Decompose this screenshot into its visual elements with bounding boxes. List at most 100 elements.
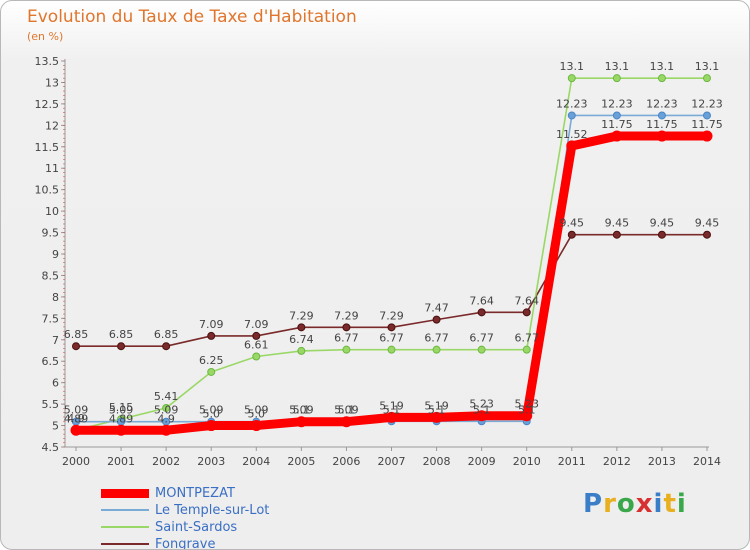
data-point: [207, 331, 216, 340]
data-point: [657, 74, 666, 83]
data-label: 4.9: [67, 412, 85, 425]
data-label: 12.23: [601, 97, 633, 110]
data-label: 6.77: [334, 332, 359, 345]
data-label: 4.9: [157, 412, 175, 425]
data-point: [703, 74, 711, 83]
data-point: [522, 308, 531, 317]
x-tick-label: 2013: [648, 455, 676, 468]
y-tick-label: 7: [52, 334, 59, 347]
data-label: 6.74: [289, 333, 314, 346]
data-label: 5.09: [289, 404, 314, 417]
data-point: [432, 345, 441, 354]
data-point: [207, 367, 216, 376]
y-tick-label: 11.5: [35, 141, 60, 154]
data-label: 5.1: [338, 403, 356, 416]
y-tick-label: 6: [52, 377, 59, 390]
data-point: [70, 424, 82, 436]
data-label: 6.77: [424, 332, 449, 345]
data-label: 5.09: [334, 404, 359, 417]
proxiti-logo: Proxiti: [583, 489, 687, 519]
data-label: 13.1: [560, 60, 585, 73]
data-label: 13.1: [605, 60, 630, 73]
x-tick-label: 2006: [332, 455, 360, 468]
series-saint-sardos: [72, 74, 711, 434]
axes: 4.5 5 5.5 6 6.5 7 7.5 8 8.5 9 9.5 10 10.5 11 11.5 12 12.…: [35, 55, 722, 468]
data-point: [612, 74, 621, 83]
y-tick-label: 9: [52, 248, 59, 261]
data-point: [162, 403, 171, 412]
data-label: 6.61: [244, 339, 269, 352]
legend-swatch: [101, 488, 149, 498]
x-tick-label: 2001: [107, 455, 135, 468]
data-point: [567, 111, 576, 120]
logo-letter: r: [603, 489, 617, 519]
y-tick-label: 7.5: [42, 312, 60, 325]
x-tick-label: 2000: [62, 455, 90, 468]
data-point: [297, 346, 306, 355]
data-point: [117, 342, 126, 351]
legend-label: MONTPEZAT: [155, 486, 235, 501]
data-point: [476, 410, 488, 422]
data-label: 7.29: [289, 309, 314, 322]
x-tick-label: 2004: [242, 455, 270, 468]
data-label: 5.41: [154, 390, 179, 403]
data-label: 7.29: [379, 309, 404, 322]
data-label: 5.1: [518, 403, 536, 416]
y-tick-label: 8: [52, 291, 59, 304]
data-point: [340, 416, 352, 428]
data-point: [252, 352, 261, 361]
data-label: 5.09: [199, 404, 224, 417]
data-label: 5.19: [424, 399, 449, 412]
data-point: [477, 345, 486, 354]
data-point: [612, 111, 621, 120]
data-point: [701, 130, 713, 142]
data-point: [567, 230, 576, 239]
series-le-temple-sur-lot: [72, 111, 711, 426]
data-label: 13.1: [695, 60, 720, 73]
data-label: 11.75: [691, 118, 723, 131]
unit-label: (en %): [27, 30, 64, 43]
data-label: 13.1: [650, 60, 675, 73]
data-label: 7.64: [514, 294, 539, 307]
series-montpezat: [70, 130, 713, 436]
series-line: [76, 114, 707, 423]
data-label: 9.45: [560, 217, 585, 230]
y-tick-label: 11: [45, 162, 59, 175]
data-point: [386, 411, 397, 423]
legend-label: Le Temple-sur-Lot: [155, 503, 270, 518]
legend-label: Saint-Sardos: [155, 520, 238, 535]
legend-swatch: [101, 543, 149, 545]
y-tick-label: 5: [52, 420, 59, 433]
data-label: 7.47: [424, 302, 449, 315]
data-point: [657, 230, 666, 239]
legend-swatch: [101, 526, 149, 528]
data-label: 5.1: [428, 403, 446, 416]
data-label: 5.1: [293, 403, 311, 416]
data-label: 7.09: [199, 318, 224, 331]
legend-swatch: [101, 509, 149, 511]
series-layer: 4.89 4.89 4.9 5.0 5.0 5.09 5.09 5.19 5.19 5.23 5.2…: [64, 60, 723, 436]
data-point: [297, 323, 306, 332]
y-tick-label: 12.5: [35, 98, 60, 111]
data-label: 12.23: [556, 97, 588, 110]
data-label: 4.89: [109, 412, 134, 425]
data-point: [162, 342, 171, 351]
data-label: 6.85: [109, 328, 134, 341]
data-point: [72, 342, 80, 351]
data-label: 6.77: [379, 332, 404, 345]
y-tick-label: 12: [45, 119, 59, 132]
y-tick-label: 10.5: [35, 184, 60, 197]
data-point: [295, 416, 307, 428]
data-label: 5.09: [154, 404, 179, 417]
x-tick-label: 2011: [558, 455, 586, 468]
data-label: 5.15: [109, 401, 134, 414]
data-label: 6.77: [514, 332, 539, 345]
data-label: 6.85: [154, 328, 179, 341]
data-point: [387, 345, 396, 354]
data-label: 5.23: [514, 398, 539, 411]
y-tick-label: 10: [45, 205, 59, 218]
data-label: 5.1: [473, 403, 491, 416]
data-point: [521, 410, 533, 422]
series-line: [76, 131, 707, 435]
